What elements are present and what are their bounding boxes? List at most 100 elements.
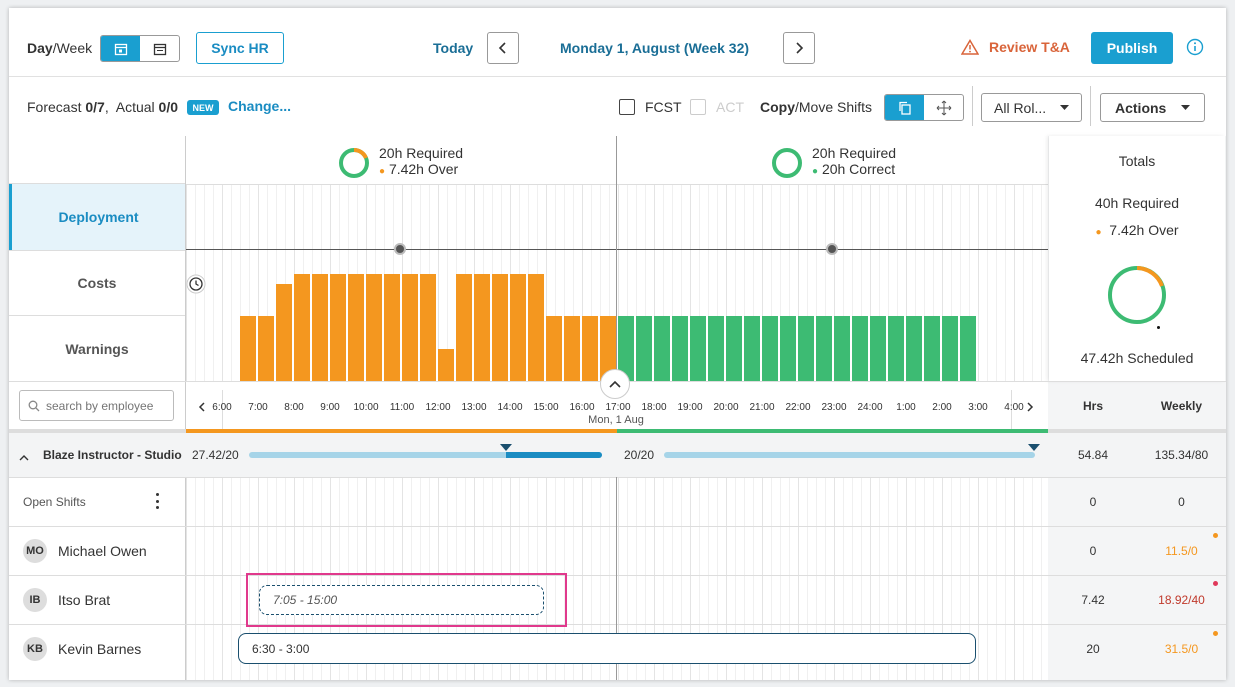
grid-line: [915, 184, 916, 381]
history-button[interactable]: [186, 274, 206, 299]
avatar: IB: [23, 587, 47, 612]
publish-button[interactable]: Publish: [1091, 32, 1173, 64]
collapse-chart-button[interactable]: [600, 369, 630, 399]
grid-line: [852, 477, 853, 680]
grid-line: [996, 184, 997, 381]
week-view-button[interactable]: [140, 36, 179, 61]
grid-line: [672, 477, 673, 680]
grid-line: [294, 477, 295, 680]
grid-line: [564, 184, 565, 381]
open-shifts-menu-button[interactable]: [155, 493, 159, 509]
staffing-bar-correct: [888, 316, 904, 381]
copy-mode-button[interactable]: [885, 95, 924, 120]
roles-select[interactable]: All Rol...: [981, 93, 1082, 122]
scroll-left-button[interactable]: [198, 399, 206, 417]
grid-line: [501, 477, 502, 680]
staffing-bar-correct: [690, 316, 706, 381]
time-tick-label: 10:00: [353, 402, 379, 413]
grid-line: [888, 477, 889, 680]
day-week-toggle-label[interactable]: Day/Week: [27, 40, 92, 56]
today-button[interactable]: Today: [433, 40, 474, 56]
grid-line: [960, 184, 961, 381]
copy-move-switch[interactable]: [884, 94, 964, 121]
act-checkbox-box[interactable]: [690, 99, 706, 115]
required-line: [186, 249, 1048, 250]
hrs-column-header[interactable]: Hrs: [1082, 399, 1103, 413]
sync-hr-button[interactable]: Sync HR: [196, 32, 284, 64]
weekly-column-header[interactable]: Weekly: [1160, 399, 1203, 413]
employee-row-michael-owen[interactable]: MO Michael Owen: [9, 526, 185, 575]
time-tick-label: 14:00: [497, 402, 523, 413]
tab-warnings[interactable]: Warnings: [65, 340, 129, 357]
staffing-bar-correct: [780, 316, 796, 381]
fcst-checkbox[interactable]: FCST: [619, 99, 682, 115]
grid-line: [942, 184, 943, 381]
info-button[interactable]: [1186, 38, 1204, 61]
grid-line: [528, 477, 529, 680]
chevron-right-icon: [1027, 402, 1034, 412]
staffing-bar-over: [384, 274, 400, 381]
next-day-button[interactable]: [783, 32, 815, 64]
roles-select-value: All Rol...: [994, 99, 1047, 116]
group-collapse-button[interactable]: [19, 449, 29, 467]
tab-deployment[interactable]: Deployment: [9, 184, 185, 250]
shift-block[interactable]: 6:30 - 3:00: [238, 633, 976, 664]
current-date-label[interactable]: Monday 1, August (Week 32): [560, 40, 750, 56]
time-tick-label: 24:00: [857, 402, 883, 413]
open-shifts-label: Open Shifts: [23, 494, 86, 509]
kebab-icon: [155, 499, 159, 503]
required-marker-left[interactable]: [394, 243, 406, 255]
row-hrs: 0: [1089, 544, 1097, 558]
grid-line: [600, 184, 601, 381]
tab-costs[interactable]: Costs: [77, 275, 117, 291]
grid-line: [537, 477, 538, 680]
change-link[interactable]: Change...: [228, 98, 292, 114]
totals-coverage-ring: [1108, 266, 1166, 324]
scroll-right-button[interactable]: [1026, 399, 1034, 417]
employee-search[interactable]: [19, 390, 174, 421]
view-mode-switch[interactable]: [100, 35, 180, 62]
required-marker-right[interactable]: [826, 243, 838, 255]
staffing-bar-over: [366, 274, 382, 381]
grid-line: [267, 477, 268, 680]
warning-triangle-icon: [961, 39, 979, 55]
grid-line: [348, 477, 349, 680]
search-input[interactable]: [46, 398, 171, 413]
grid-line: [1023, 477, 1024, 680]
grid-line: [366, 477, 367, 680]
employee-row-kevin-barnes[interactable]: KB Kevin Barnes: [9, 624, 185, 673]
move-shifts-label: /Move Shifts: [795, 99, 873, 115]
staffing-bar-correct: [870, 316, 886, 381]
staffing-bar-correct: [852, 316, 868, 381]
actions-button[interactable]: Actions: [1100, 93, 1205, 122]
grid-line: [591, 184, 592, 381]
correct-indicator-bar: [617, 429, 1048, 433]
previous-day-button[interactable]: [487, 32, 519, 64]
employee-row-itso-brat[interactable]: IB Itso Brat: [9, 575, 185, 624]
staffing-bar-over: [420, 274, 436, 381]
time-tick-label: 18:00: [641, 402, 667, 413]
day-view-button[interactable]: [101, 36, 140, 61]
proposed-shift[interactable]: 7:05 - 15:00: [259, 585, 544, 615]
staffing-bar-over: [294, 274, 310, 381]
grid-line: [762, 184, 763, 381]
grid-line: [573, 184, 574, 381]
grid-line: [231, 184, 232, 381]
staffing-bar-over: [312, 274, 328, 381]
grid-line: [996, 477, 997, 680]
grid-line: [879, 184, 880, 381]
over-dot: ●: [379, 166, 386, 177]
grid-line: [735, 477, 736, 680]
review-ta-link[interactable]: Review T&A: [961, 39, 1070, 55]
move-mode-button[interactable]: [924, 95, 963, 120]
grid-line: [231, 477, 232, 680]
grid-line: [924, 184, 925, 381]
grid-line: [798, 184, 799, 381]
over-dot: ●: [1095, 227, 1102, 238]
forecast-actual-summary: Forecast 0/7, Actual 0/0: [27, 99, 179, 115]
grid-line: [834, 184, 835, 381]
grid-line: [672, 184, 673, 381]
act-checkbox[interactable]: ACT: [690, 99, 744, 115]
fcst-checkbox-box[interactable]: [619, 99, 635, 115]
grid-line: [708, 477, 709, 680]
